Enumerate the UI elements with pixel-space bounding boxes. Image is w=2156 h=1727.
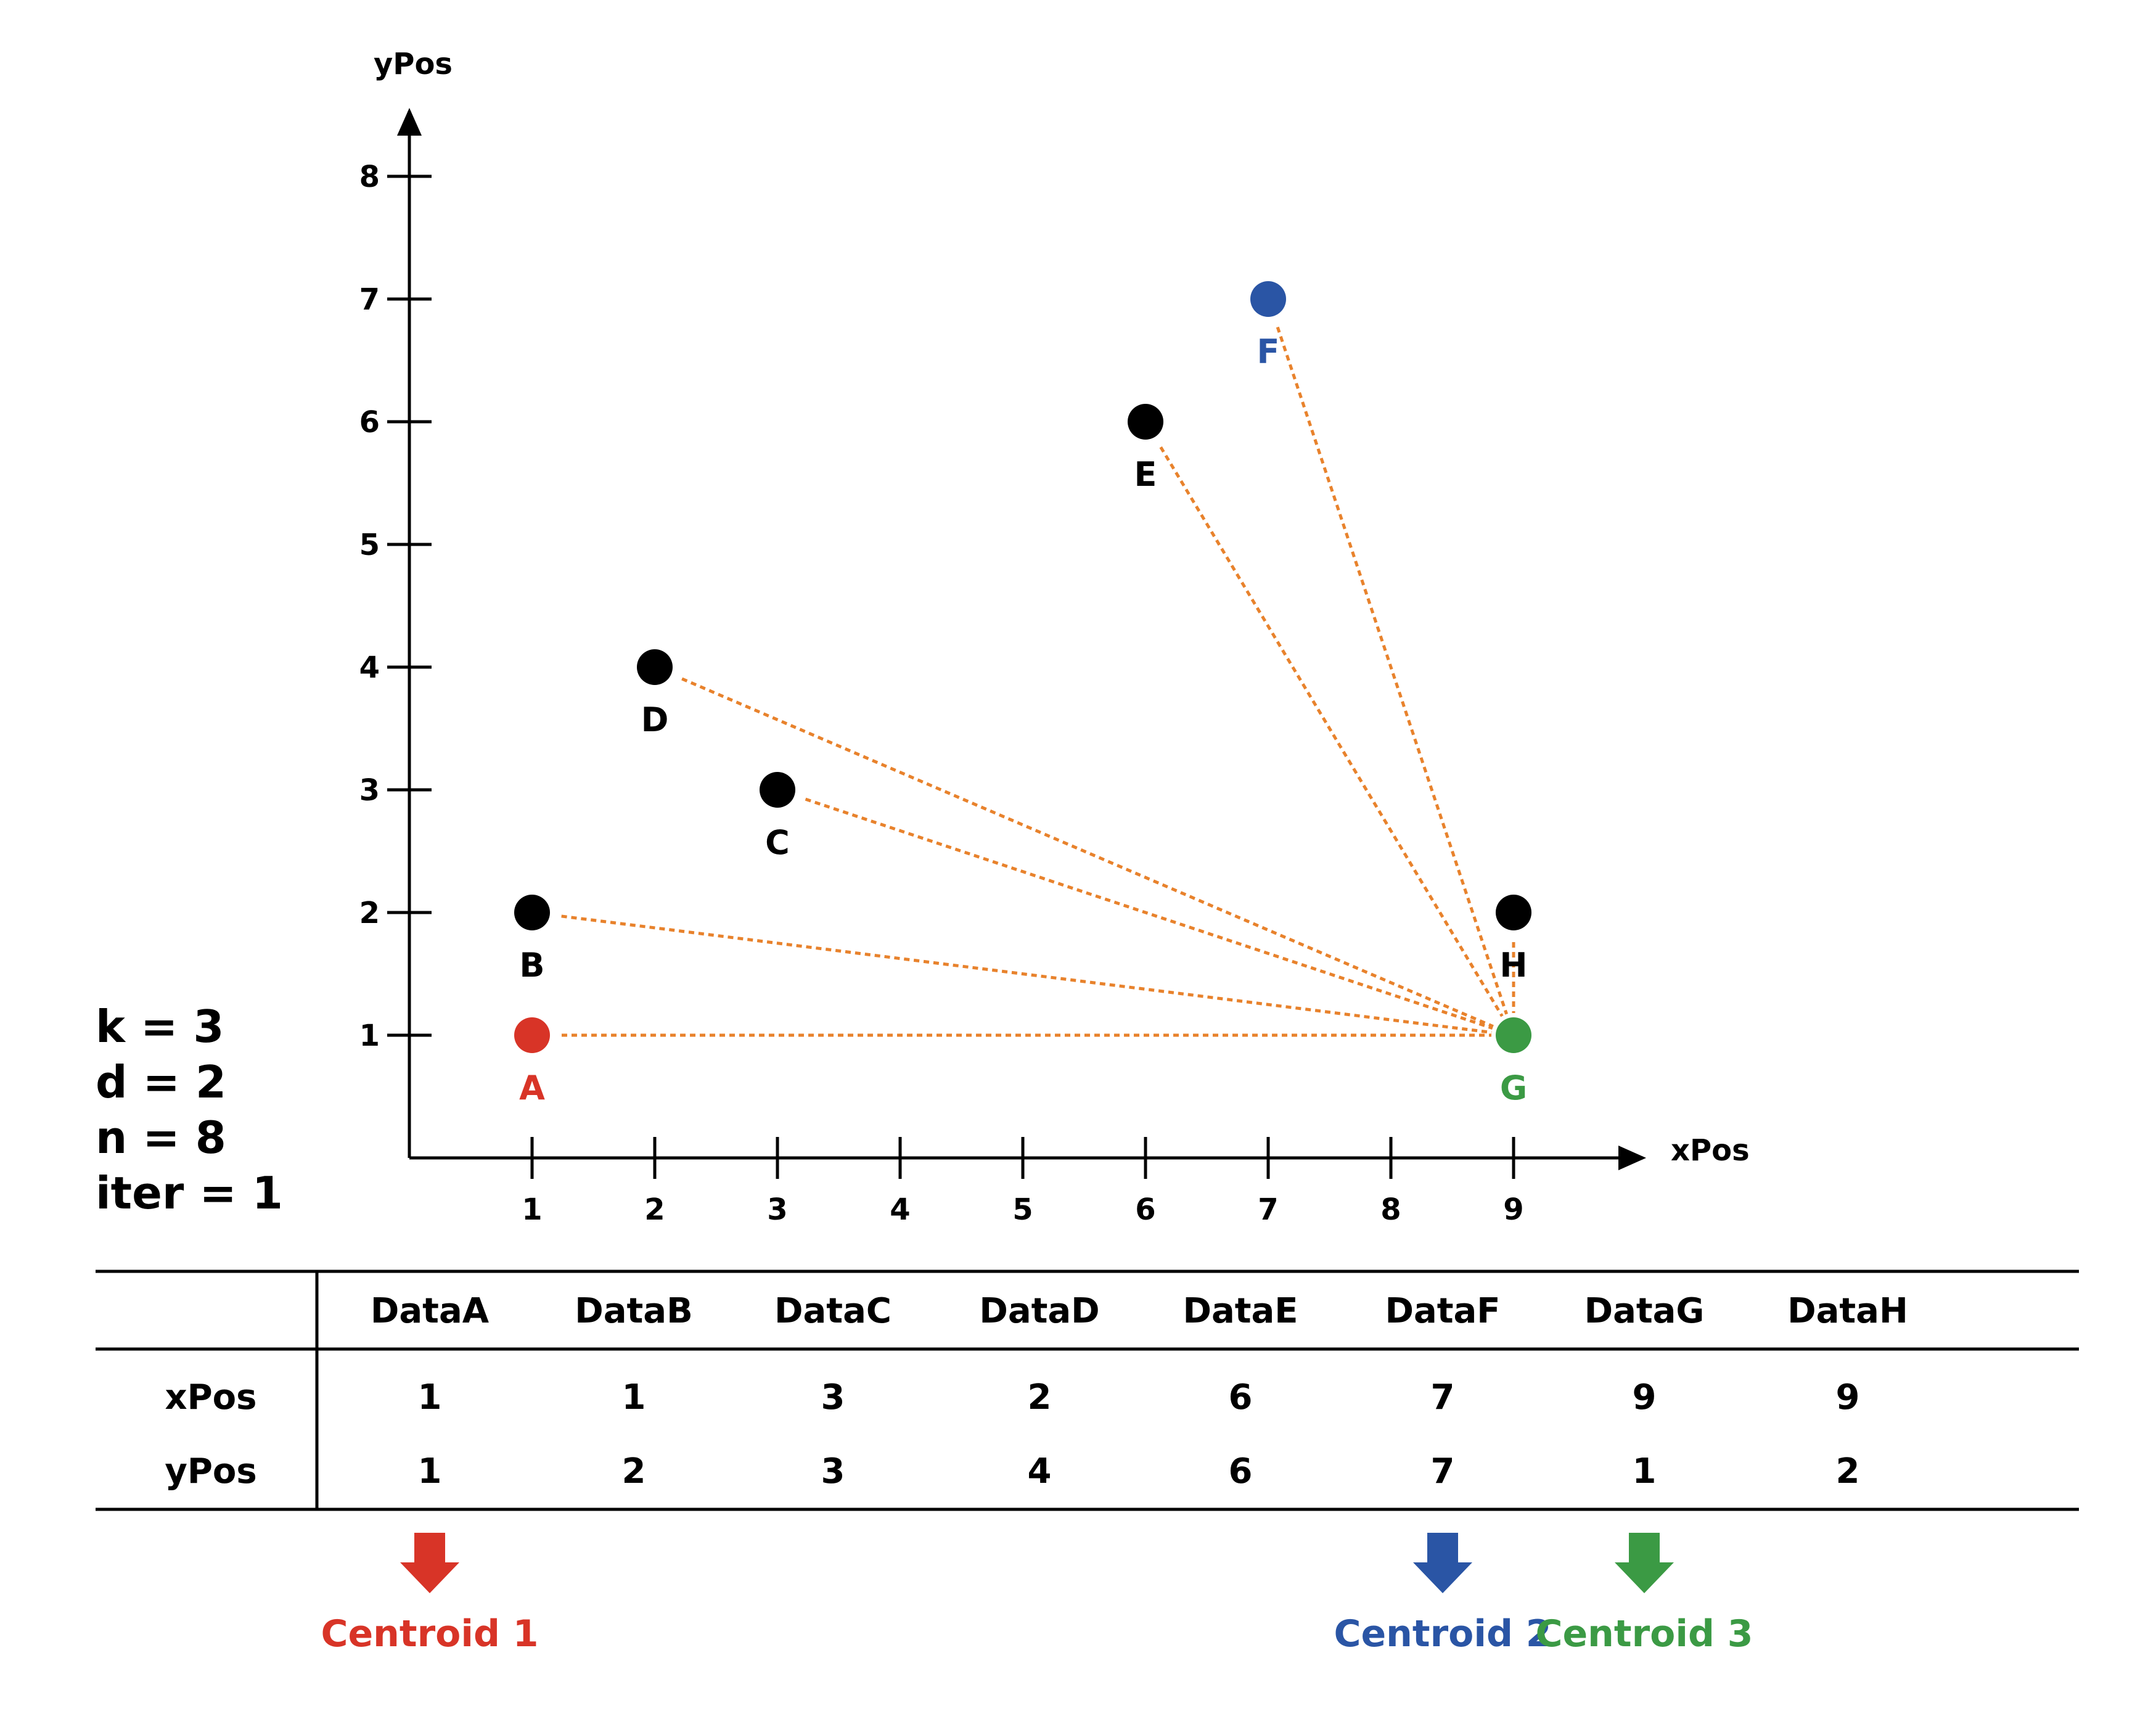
scatter-chart: yPos xPos 1 2 3 4 5 6 7 8 9 1 2 3 4 5 6 7 8 A B C D E F G H [359, 47, 1750, 1227]
y-tick-label: 2 [359, 896, 380, 930]
column-header: DataB [575, 1291, 693, 1331]
point-label-h: H [1499, 946, 1527, 985]
centroid-marker: Centroid 3 [1535, 1533, 1753, 1655]
point-g [1496, 1017, 1531, 1053]
point-c [760, 772, 795, 808]
table-cell: 3 [821, 1377, 845, 1417]
table-cell: 4 [1028, 1451, 1052, 1491]
y-tick-label: 8 [359, 160, 380, 194]
x-tick-label: 5 [1012, 1192, 1033, 1227]
column-header: DataF [1385, 1291, 1500, 1331]
point-label-g: G [1500, 1069, 1527, 1107]
table-cell: 1 [1633, 1451, 1657, 1491]
table-cell: 7 [1431, 1377, 1455, 1417]
point-label-a: A [519, 1069, 545, 1107]
table-cell: 1 [418, 1377, 442, 1417]
y-axis-label: yPos [374, 47, 453, 81]
centroid-label: Centroid 3 [1535, 1612, 1753, 1655]
table-row: yPos 1 2 3 4 6 7 1 2 [165, 1451, 1859, 1491]
table-row: xPos 1 1 3 2 6 7 9 9 [165, 1377, 1860, 1417]
table-cell: 1 [622, 1377, 646, 1417]
row-label: yPos [165, 1451, 256, 1491]
point-label-e: E [1134, 455, 1157, 494]
column-header: DataA [371, 1291, 490, 1331]
centroid-marker: Centroid 1 [321, 1533, 539, 1655]
row-label: xPos [165, 1377, 257, 1417]
column-header: DataC [774, 1291, 892, 1331]
x-tick-label: 7 [1258, 1192, 1278, 1227]
table-cell: 1 [418, 1451, 442, 1491]
param-d: d = 2 [96, 1056, 226, 1108]
y-tick-label: 4 [359, 650, 380, 685]
y-tick-label: 1 [359, 1019, 380, 1053]
x-tick-label: 6 [1135, 1192, 1155, 1227]
distance-line-f [1276, 326, 1508, 1015]
table-cell: 9 [1633, 1377, 1657, 1417]
x-tick-label: 2 [644, 1192, 665, 1227]
point-e [1128, 404, 1163, 440]
table-cell: 3 [821, 1451, 845, 1491]
x-tick-label: 4 [890, 1192, 910, 1227]
centroid-marker: Centroid 2 [1334, 1533, 1552, 1655]
column-header: DataH [1787, 1291, 1908, 1331]
distance-line-e [1159, 446, 1504, 1017]
table-cell: 7 [1431, 1451, 1455, 1491]
table-cell: 2 [622, 1451, 646, 1491]
centroid-label: Centroid 1 [321, 1612, 538, 1655]
table-cell: 2 [1028, 1377, 1052, 1417]
table-cell: 2 [1836, 1451, 1860, 1491]
point-label-d: D [641, 700, 669, 739]
column-header: DataG [1584, 1291, 1705, 1331]
x-axis-label: xPos [1671, 1133, 1750, 1168]
y-tick-label: 3 [359, 773, 380, 808]
distance-line-b [561, 914, 1492, 1035]
param-iter: iter = 1 [96, 1167, 283, 1219]
x-tick-label: 8 [1380, 1192, 1401, 1227]
column-header: DataE [1183, 1291, 1298, 1331]
centroid-label: Centroid 2 [1334, 1612, 1551, 1655]
point-b [514, 895, 550, 930]
param-n: n = 8 [96, 1112, 226, 1163]
table-cell: 6 [1229, 1451, 1253, 1491]
column-header: DataD [979, 1291, 1099, 1331]
point-label-b: B [519, 946, 544, 985]
down-arrow-icon [1413, 1533, 1472, 1593]
down-arrow-icon [400, 1533, 459, 1593]
point-label-f: F [1257, 332, 1280, 371]
point-f [1250, 281, 1286, 317]
table-cell: 9 [1836, 1377, 1860, 1417]
point-h [1496, 895, 1531, 930]
y-tick-label: 5 [359, 528, 380, 562]
distance-line-d [681, 677, 1494, 1028]
data-table: DataA DataB DataC DataD DataE DataF DataG DataH… [96, 1270, 2079, 1511]
x-tick-label: 3 [767, 1192, 787, 1227]
param-k: k = 3 [96, 1001, 224, 1052]
x-tick-label: 9 [1503, 1192, 1523, 1227]
point-d [637, 649, 673, 685]
point-label-c: C [765, 823, 790, 862]
distance-line-c [805, 797, 1493, 1030]
x-tick-label: 1 [522, 1192, 542, 1227]
y-tick-label: 6 [359, 405, 380, 440]
y-tick-label: 7 [359, 282, 380, 317]
point-a [514, 1017, 550, 1053]
table-cell: 6 [1229, 1377, 1253, 1417]
down-arrow-icon [1615, 1533, 1674, 1593]
parameter-block: k = 3 d = 2 n = 8 iter = 1 [96, 1001, 283, 1219]
